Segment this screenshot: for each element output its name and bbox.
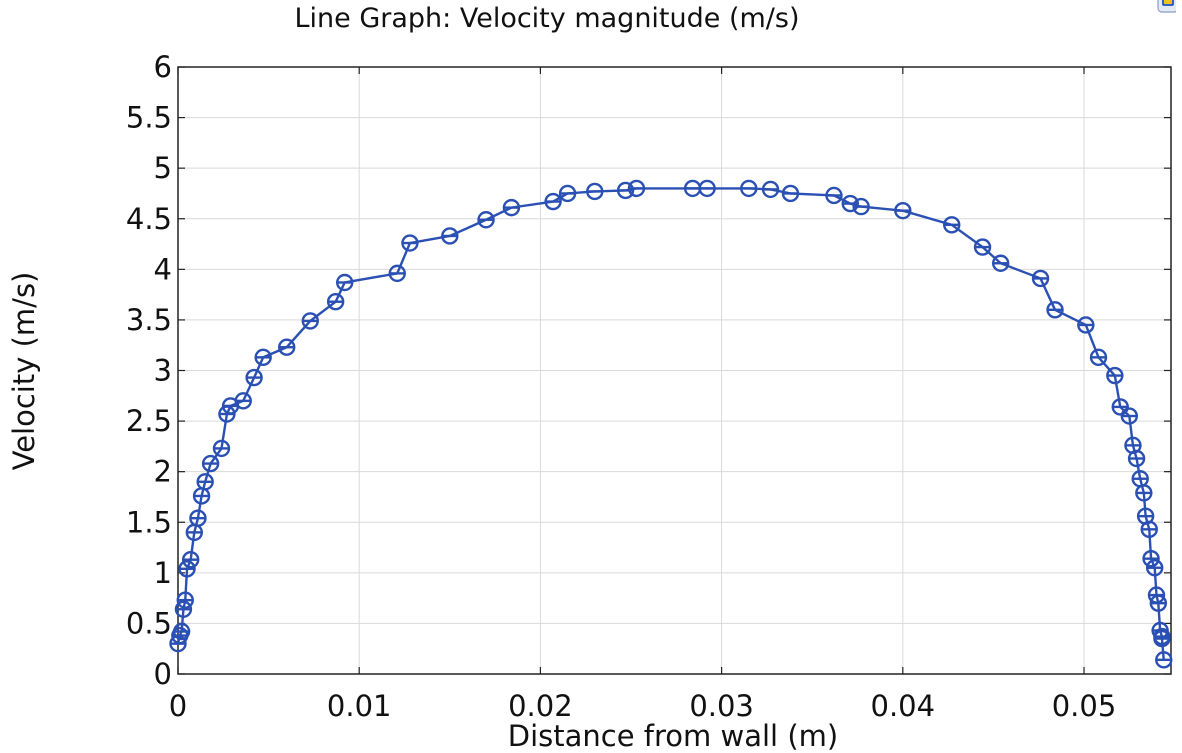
y-tick-label: 5.5 xyxy=(126,101,172,135)
y-axis-label: Velocity (m/s) xyxy=(7,272,41,471)
y-tick-label: 2.5 xyxy=(126,404,172,438)
x-tick-label: 0.05 xyxy=(1052,689,1117,723)
grid-lines xyxy=(177,66,1171,675)
x-tick-label: 0.04 xyxy=(871,689,936,723)
series-layer xyxy=(169,179,1173,669)
y-tick-label: 1.5 xyxy=(126,505,172,539)
y-tick-label: 5 xyxy=(154,151,172,185)
chart-title: Line Graph: Velocity magnitude (m/s) xyxy=(294,3,799,34)
x-tick-label: 0.02 xyxy=(508,689,573,723)
y-tick-label: 0.5 xyxy=(126,606,172,640)
y-tick-label: 4 xyxy=(154,252,172,286)
y-tick-label: 1 xyxy=(154,556,172,590)
y-tick-label: 2 xyxy=(154,455,172,489)
x-tick-label: 0.03 xyxy=(689,689,754,723)
window-corner-icon xyxy=(1142,0,1176,16)
x-axis-label: Distance from wall (m) xyxy=(508,719,838,753)
plot-frame xyxy=(177,66,1172,675)
x-tick-label: 0 xyxy=(169,689,187,723)
y-tick-label: 0 xyxy=(154,657,172,691)
x-tick-label: 0.01 xyxy=(327,689,392,723)
y-tick-label: 4.5 xyxy=(126,202,172,236)
y-tick-label: 3.5 xyxy=(126,303,172,337)
y-tick-label: 6 xyxy=(154,50,172,84)
series-line xyxy=(176,187,1165,660)
y-tick-label: 3 xyxy=(154,354,172,388)
